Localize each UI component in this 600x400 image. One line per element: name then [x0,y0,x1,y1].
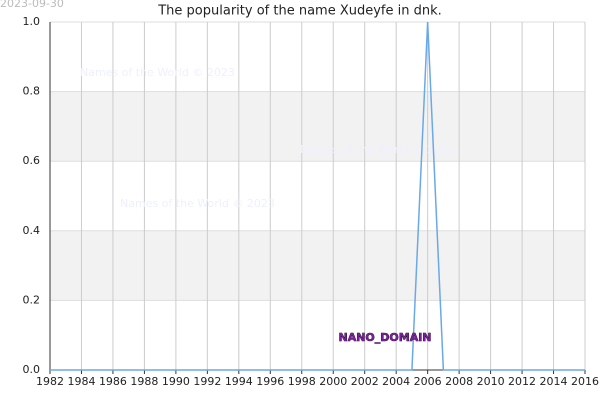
date: 2023-09-30 [0,0,64,10]
x-tick-label: 1988 [130,375,158,388]
y-tick-label: 0.0 [23,363,41,376]
x-tick-label: 1998 [288,375,316,388]
y-tick-label: 0.4 [23,224,41,237]
watermark: Names of the World © 2023 [120,197,275,210]
x-tick-label: 2000 [319,375,347,388]
x-tick-label: 2004 [382,375,410,388]
watermark: Names of the World © 2023 [300,143,455,156]
x-tick-label: 1984 [67,375,95,388]
annotation: NANO_DOMAIN [338,331,431,344]
x-tick-label: 1996 [256,375,284,388]
y-tick-label: 0.8 [23,85,41,98]
y-tick-label: 0.2 [23,293,41,306]
y-tick-label: 1.0 [23,15,41,28]
watermark: Names of the World © 2023 [80,66,235,79]
x-tick-label: 1982 [36,375,64,388]
x-tick-label: 2016 [571,375,599,388]
x-tick-label: 1990 [162,375,190,388]
x-tick-label: 2014 [540,375,568,388]
grid-band [50,91,585,162]
x-tick-label: 1986 [99,375,127,388]
x-tick-label: 1994 [225,375,253,388]
x-tick-label: 2010 [477,375,505,388]
y-tick-label: 0.6 [23,154,41,167]
chart-title: The popularity of the name Xudeyfe in dn… [157,4,442,19]
x-tick-label: 2008 [445,375,473,388]
x-tick-label: 2006 [414,375,442,388]
x-tick-label: 2002 [351,375,379,388]
x-tick-label: 2012 [508,375,536,388]
x-tick-label: 1992 [193,375,221,388]
grid-band [50,230,585,301]
line [50,21,585,371]
